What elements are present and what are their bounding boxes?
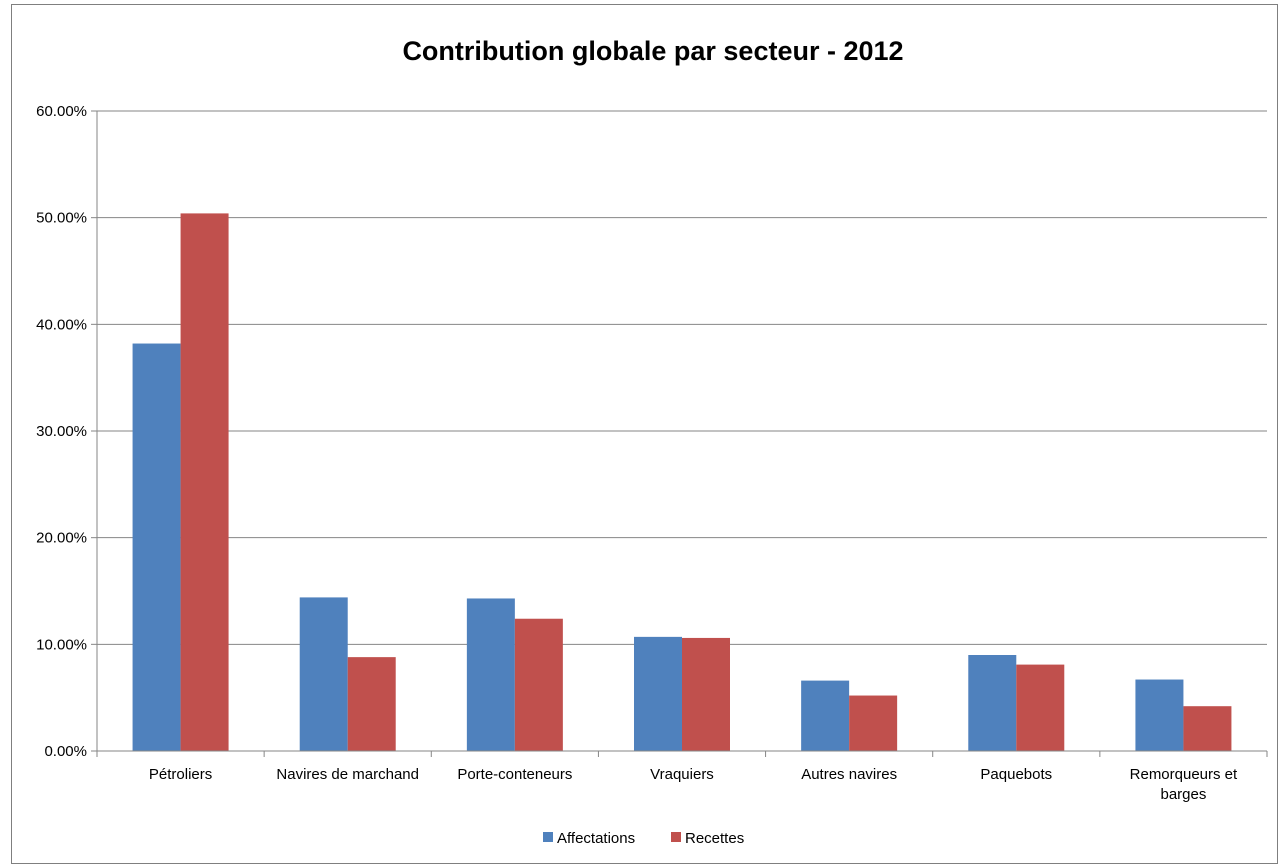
bar-affectations xyxy=(634,636,682,751)
bar-affectations xyxy=(968,655,1017,751)
legend-swatch-recettes xyxy=(671,832,681,842)
chart-title: Contribution globale par secteur - 2012 xyxy=(402,36,903,66)
bar-recettes xyxy=(347,657,396,751)
bar-recettes xyxy=(514,618,563,751)
bars xyxy=(132,213,1232,751)
legend-label-recettes: Recettes xyxy=(685,830,744,847)
bar-affectations xyxy=(466,598,515,751)
bar-recettes xyxy=(1016,664,1065,751)
y-tick-label: 40.00% xyxy=(36,316,87,333)
x-axis: Pétroliers Navires de marchand Porte-conte… xyxy=(96,750,1268,803)
x-tick-label: Navires de marchand xyxy=(276,766,419,783)
x-tick-label: Paquebots xyxy=(980,766,1052,783)
bar-recettes xyxy=(1183,706,1232,751)
bar-recettes xyxy=(180,213,229,751)
y-tick-label: 10.00% xyxy=(36,636,87,653)
bar-affectations xyxy=(801,680,850,751)
y-tick-label: 20.00% xyxy=(36,530,87,547)
gridlines xyxy=(97,110,1267,645)
x-tick-label: Porte-conteneurs xyxy=(457,766,572,783)
y-axis: 0.00% 10.00% 20.00% 30.00% 40.00% 50.00% 60.00… xyxy=(36,103,98,760)
x-tick-label: Vraquiers xyxy=(650,766,714,783)
y-tick-label: 0.00% xyxy=(44,743,87,760)
x-tick-label: Remorqueurs et barges xyxy=(1130,766,1238,803)
x-tick-label: Pétroliers xyxy=(149,766,212,783)
y-tick-label: 60.00% xyxy=(36,103,87,120)
x-tick-label: Autres navires xyxy=(801,766,897,783)
y-tick-label: 30.00% xyxy=(36,423,87,440)
bar-affectations xyxy=(299,597,348,751)
legend: Affectations Recettes xyxy=(543,830,744,847)
legend-swatch-affectations xyxy=(543,832,553,842)
bar-recettes xyxy=(849,695,898,751)
y-tick-label: 50.00% xyxy=(36,210,87,227)
bar-affectations xyxy=(1135,679,1184,751)
legend-label-affectations: Affectations xyxy=(557,830,635,847)
bar-affectations xyxy=(132,343,181,751)
bar-recettes xyxy=(682,637,730,751)
